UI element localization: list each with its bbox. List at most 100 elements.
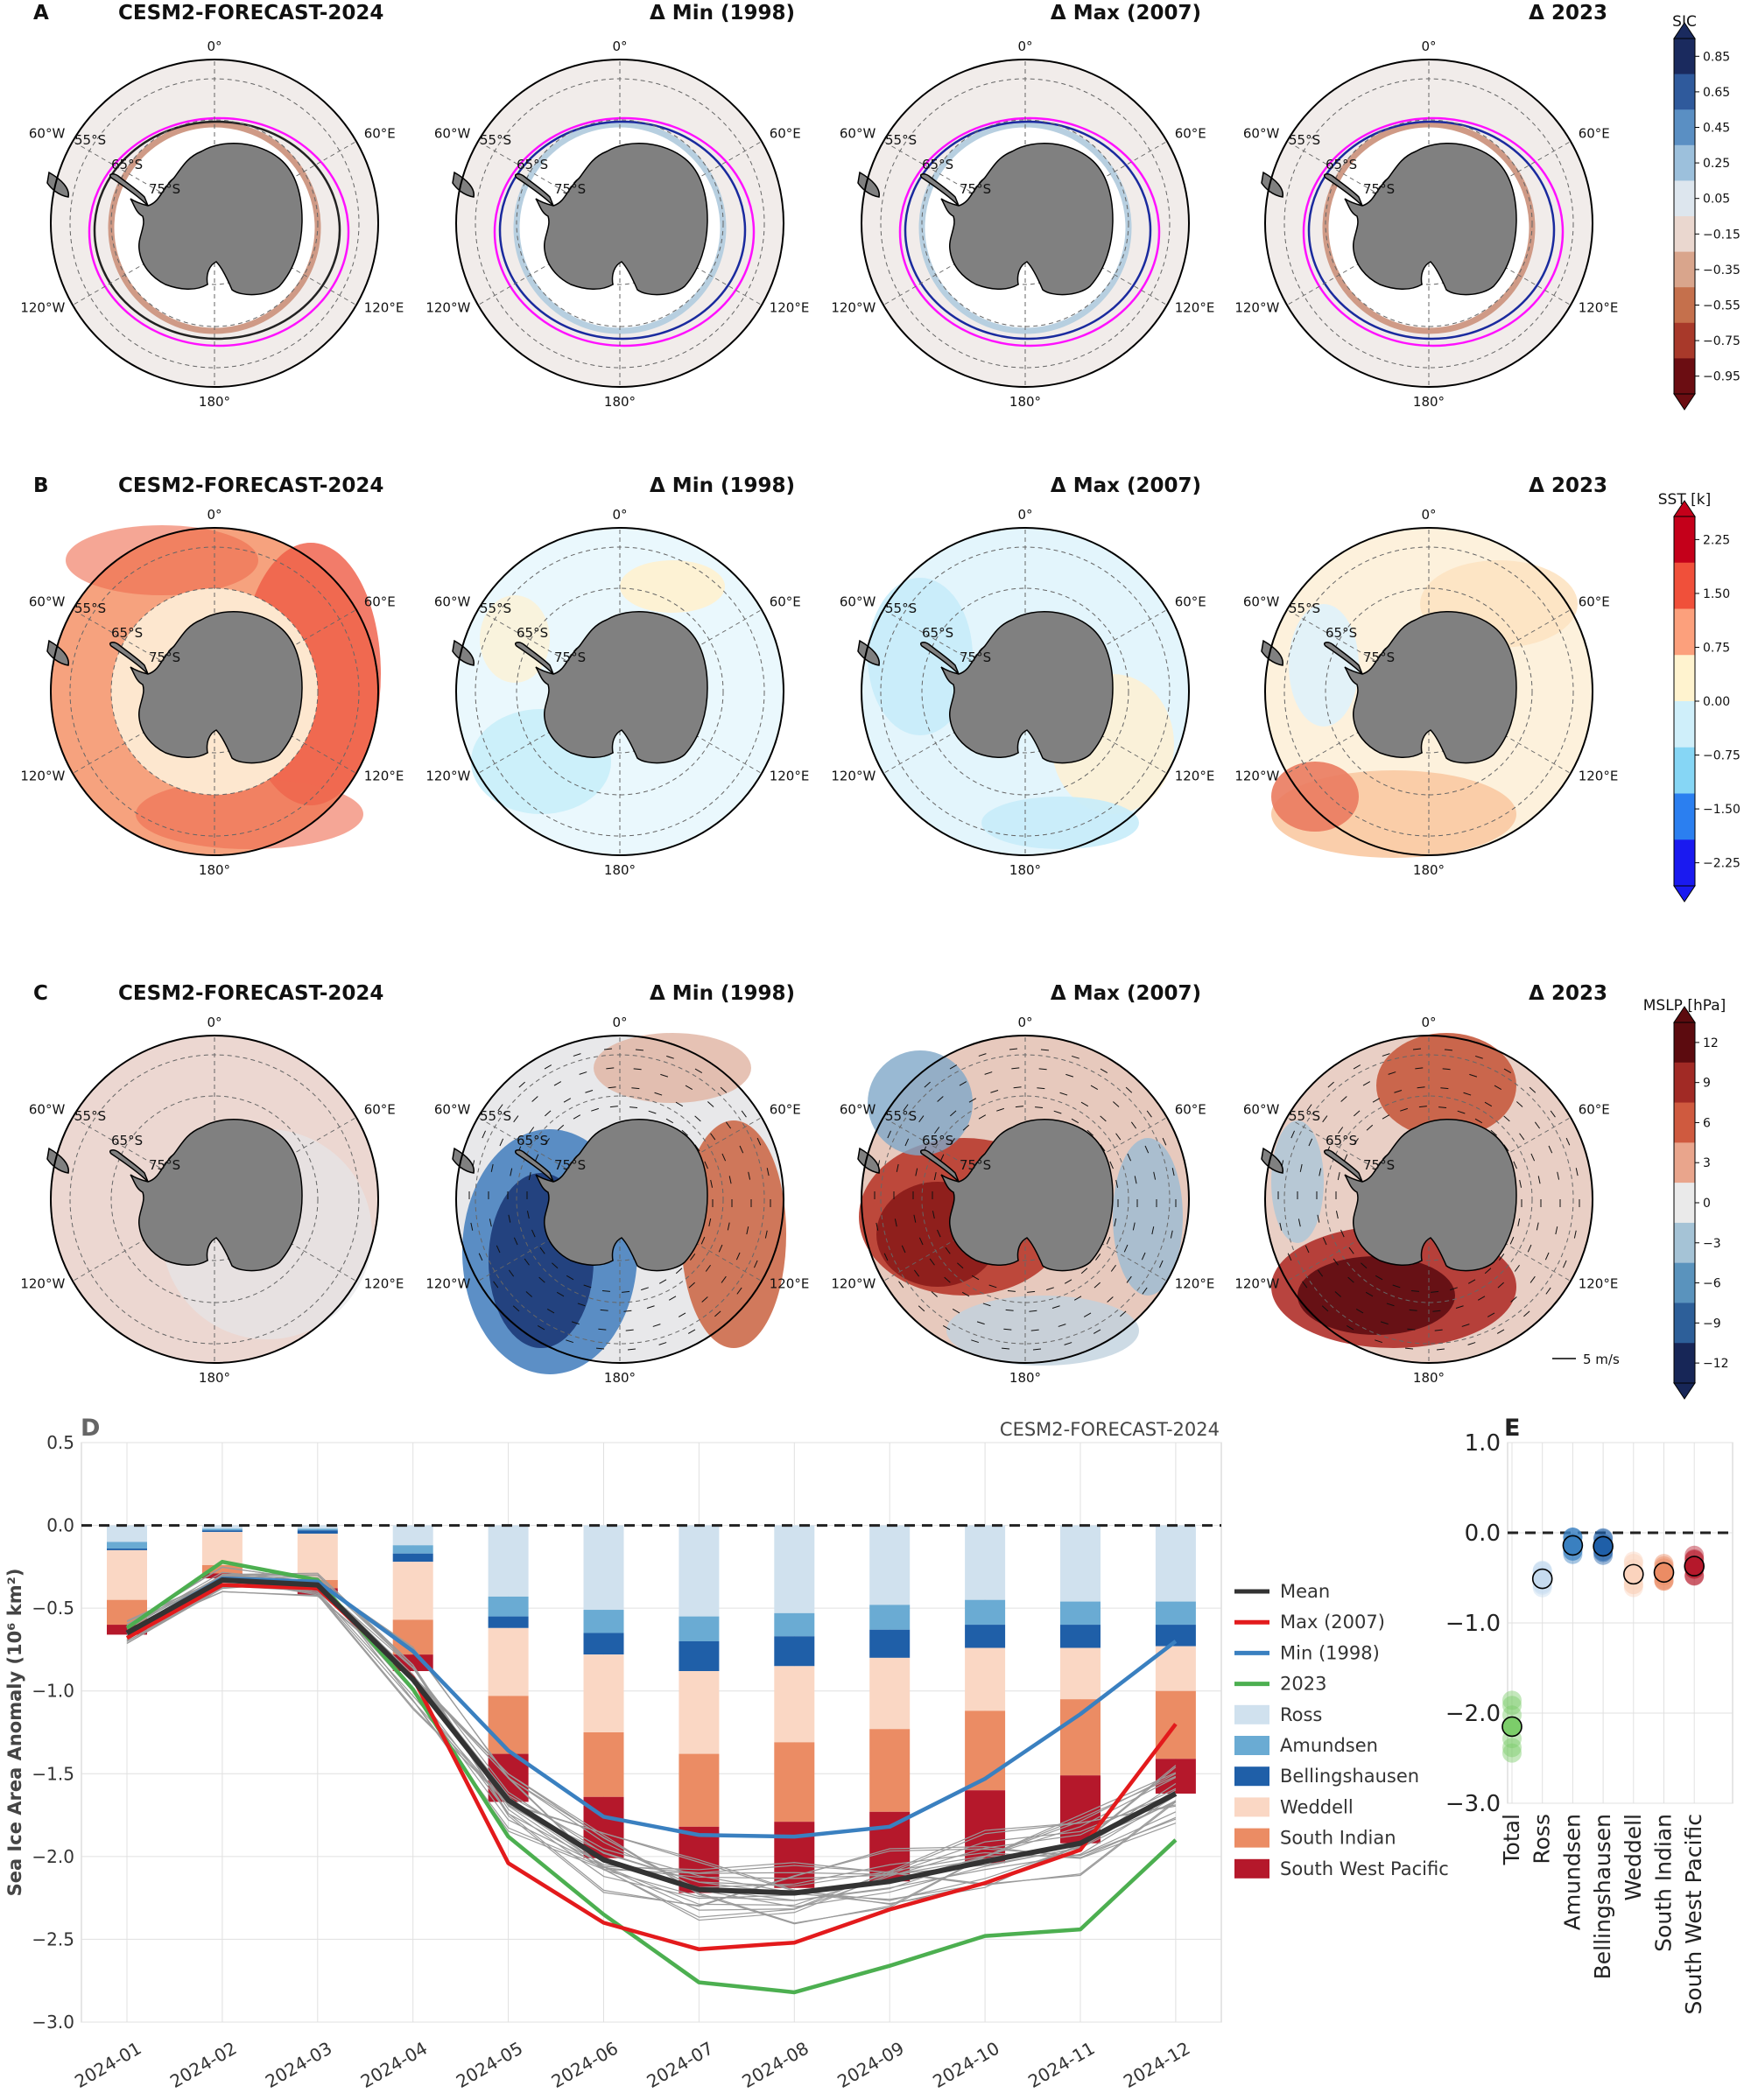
colorbar-tick-label: −12 <box>1703 1357 1729 1371</box>
wind-vector <box>939 1154 945 1162</box>
wind-vector <box>913 1269 920 1277</box>
colorbar-tick-label: −3 <box>1703 1237 1721 1251</box>
meridian-label: 180° <box>1413 862 1445 878</box>
bar-segment-amundsen <box>869 1605 911 1630</box>
wind-vector <box>546 1308 555 1314</box>
wind-vector <box>1366 1124 1374 1131</box>
parallel-label: 65°S <box>922 157 953 172</box>
meridian-label: 60°W <box>434 126 471 142</box>
map-title: Δ Max (2007) <box>1051 982 1201 1005</box>
meridian-label: 120°W <box>20 300 65 316</box>
south-america-tip <box>46 171 69 198</box>
wind-vector <box>1382 1114 1390 1120</box>
colorbar-segment <box>1674 516 1695 564</box>
wind-vector <box>924 1081 931 1088</box>
bar-segment-bellingshausen <box>488 1616 529 1628</box>
meridian-label: 120°W <box>1234 1276 1279 1292</box>
wind-vector <box>887 1130 891 1139</box>
meridian-label: 180° <box>1009 1370 1041 1386</box>
parallel-label: 55°S <box>885 132 917 148</box>
meridian-label: 0° <box>1421 507 1436 523</box>
ensemble-member-line <box>126 1572 1177 1900</box>
parallel-label: 55°S <box>1289 1108 1320 1124</box>
colorbar-tick-label: −6 <box>1703 1277 1721 1291</box>
wind-vector <box>929 1258 935 1266</box>
parallel-line <box>1325 119 1533 327</box>
panel-d-letter: D <box>81 1415 100 1442</box>
south-america-tip <box>452 1147 475 1174</box>
ensemble-member-line <box>126 1574 1177 1901</box>
y-tick-label: −1.5 <box>32 1763 74 1784</box>
wind-vector <box>721 1153 727 1162</box>
wind-vector <box>694 1068 703 1073</box>
wind-vector <box>577 1303 586 1307</box>
wind-vector <box>1071 1118 1079 1124</box>
parallel-label: 75°S <box>960 1157 991 1173</box>
wind-vector <box>478 1253 483 1261</box>
wind-vector <box>641 1287 649 1291</box>
field-patch <box>1113 1138 1183 1296</box>
map-title: Δ 2023 <box>1529 2 1607 25</box>
polar-map: 0° 60°E 120°E 180° 120°W 60°W 55°S 65°S 75°S <box>831 39 1214 410</box>
parallel-label: 65°S <box>922 625 953 641</box>
wind-vector <box>1337 1172 1340 1181</box>
field-patch <box>868 578 973 735</box>
wind-vector <box>718 1244 723 1253</box>
wind-vector <box>665 1118 674 1124</box>
panel-letter: B <box>33 474 49 497</box>
wind-vector <box>1440 1087 1449 1090</box>
wind-vector <box>1450 1287 1458 1291</box>
wind-vector <box>1410 1289 1419 1292</box>
wind-vector <box>598 1328 607 1331</box>
legend-label: South Indian <box>1280 1828 1396 1849</box>
x-tick-label: Ross <box>1530 1814 1555 1865</box>
ice-edge-contour <box>904 120 1152 341</box>
bar-segment-amundsen <box>583 1610 624 1633</box>
wind-vector <box>545 1110 552 1117</box>
south-america-tip <box>46 639 69 666</box>
colorbar-label: SIC <box>1672 13 1697 31</box>
wind-vector <box>534 1154 539 1162</box>
wind-vector <box>1418 1106 1427 1108</box>
wind-vector <box>1527 1244 1532 1253</box>
parallel-label: 75°S <box>554 1157 586 1173</box>
field-patch <box>136 779 363 849</box>
colorbar-segment <box>1674 322 1695 359</box>
wind-vector <box>1170 1230 1173 1239</box>
parallel-label: 55°S <box>885 601 917 616</box>
bar-segment-ross <box>1060 1525 1101 1602</box>
legend-label: Min (1998) <box>1280 1642 1380 1663</box>
line-max2007 <box>125 1583 1178 1952</box>
panel-a: A CESM2-FORECAST-2024 Δ Min (1998) Δ Max (2… <box>20 2 1740 411</box>
wind-vector <box>1144 1145 1150 1154</box>
meridian-label: 180° <box>604 394 636 410</box>
wind-vector <box>1073 1296 1082 1301</box>
x-tick-label: 2024-08 <box>738 2038 812 2093</box>
wind-vector <box>1340 1229 1345 1238</box>
bar-segment-south-west-pacific <box>107 1625 147 1635</box>
wind-vector <box>490 1163 494 1172</box>
bar-segment-weddell <box>107 1549 147 1600</box>
wind-vector <box>937 1229 941 1238</box>
ensemble-member-line <box>126 1591 1177 1901</box>
bar-segment-amundsen <box>965 1599 1006 1626</box>
wind-vector <box>1537 1176 1541 1184</box>
wind-vector <box>1113 1101 1120 1107</box>
wind-vector <box>609 1106 618 1108</box>
wind-vector <box>552 1262 559 1269</box>
meridian-label: 0° <box>612 39 627 54</box>
wind-vector <box>704 1161 708 1169</box>
map-outline <box>1264 527 1593 856</box>
wind-vector <box>950 1110 957 1117</box>
mean-dot <box>1623 1563 1644 1585</box>
map-outline <box>861 59 1190 388</box>
wind-vector <box>728 1176 732 1184</box>
south-america-tip <box>857 1147 880 1174</box>
panel-d-plot-area <box>81 1442 1222 2023</box>
member-dot <box>1502 1738 1522 1758</box>
bar-segment-ross <box>583 1525 624 1611</box>
wind-vector <box>510 1168 513 1176</box>
wind-vector <box>901 1245 906 1254</box>
y-tick-label: 0.5 <box>46 1432 74 1453</box>
wind-vector <box>1090 1085 1099 1091</box>
